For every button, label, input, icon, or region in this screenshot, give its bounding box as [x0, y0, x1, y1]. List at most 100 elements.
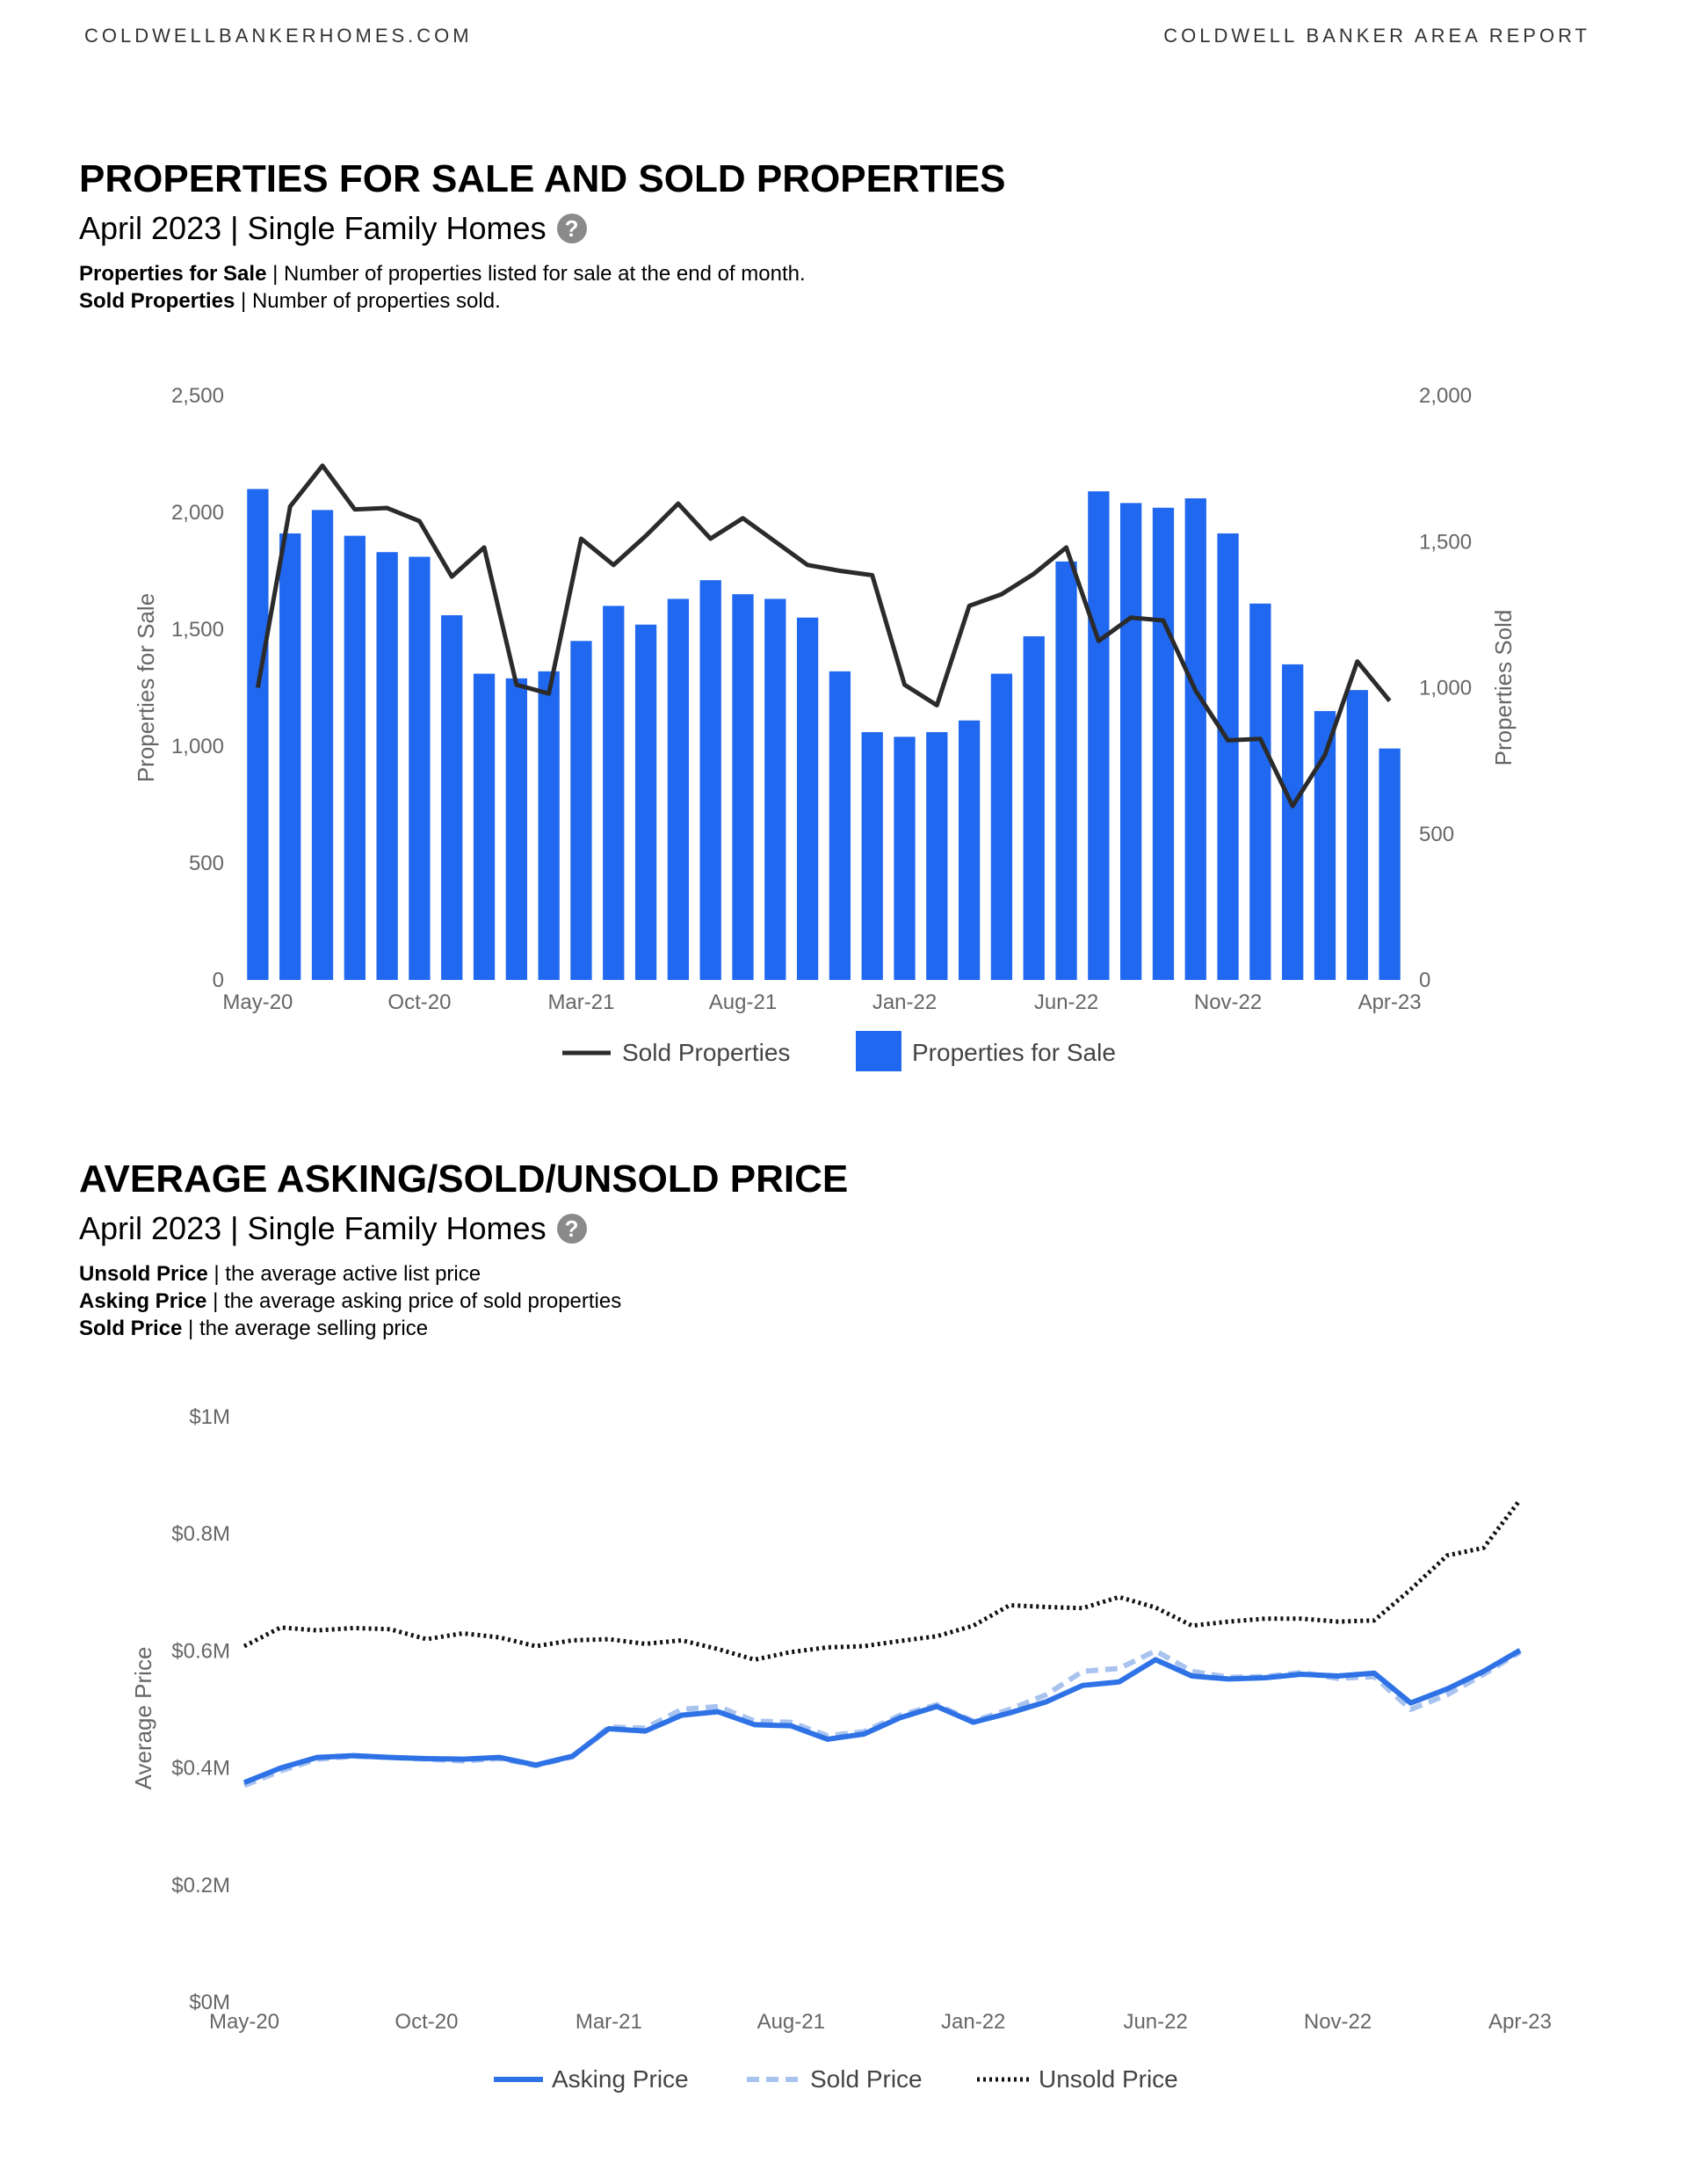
- line-asking-price: [243, 1648, 1522, 1786]
- section-subtitle: April 2023 | Single Family Homes ?: [79, 1209, 1573, 1247]
- site-url[interactable]: COLDWELLBANKERHOMES.COM: [84, 25, 473, 47]
- bar-properties-for-sale: [990, 673, 1013, 980]
- bar-properties-for-sale: [247, 489, 269, 980]
- line-sold-properties: [255, 463, 1392, 809]
- y2-tick-label: 1,000: [1419, 677, 1472, 700]
- x-tick-label: Aug-21: [709, 990, 777, 1014]
- x-tick-label: Mar-21: [547, 990, 614, 1014]
- legend-label: Sold Properties: [622, 1039, 790, 1066]
- y-tick-label: $0.2M: [171, 1874, 230, 1897]
- y-tick-label: 0: [213, 969, 224, 992]
- x-tick-label: Nov-22: [1304, 2010, 1372, 2034]
- legend-swatch-properties-for-sale: [856, 1031, 901, 1071]
- desc-text: | Number of properties listed for sale a…: [266, 261, 806, 286]
- bar-properties-for-sale: [1088, 491, 1110, 980]
- desc-text: | the average asking price of sold prope…: [206, 1288, 622, 1313]
- bar-properties-for-sale: [894, 736, 916, 980]
- y-tick-label: $1M: [189, 1405, 230, 1429]
- bar-properties-for-sale: [1282, 664, 1304, 980]
- section-description: Properties for Sale | Number of properti…: [79, 260, 1573, 315]
- desc-term: Properties for Sale: [79, 261, 267, 286]
- subtitle-text: April 2023 | Single Family Homes: [79, 1210, 547, 1247]
- bar-properties-for-sale: [667, 599, 690, 980]
- y-tick-label: $0.8M: [171, 1522, 230, 1546]
- legend-label: Unsold Price: [1039, 2065, 1178, 2093]
- bar-properties-for-sale: [603, 606, 625, 980]
- bar-properties-for-sale: [376, 552, 398, 980]
- bar-properties-for-sale: [311, 510, 334, 980]
- x-tick-label: Oct-20: [387, 990, 451, 1014]
- bar-properties-for-sale: [1217, 533, 1239, 980]
- report-title: COLDWELL BANKER AREA REPORT: [1163, 25, 1590, 47]
- help-icon[interactable]: ?: [556, 213, 587, 243]
- x-tick-label: Aug-21: [757, 2010, 825, 2034]
- y-axis-label: Average Price: [130, 1647, 156, 1790]
- bar-properties-for-sale: [473, 673, 496, 980]
- x-tick-label: Jan-22: [941, 2010, 1005, 2034]
- bar-properties-for-sale: [409, 556, 431, 980]
- desc-term: Asking Price: [79, 1288, 207, 1313]
- bar-properties-for-sale: [958, 720, 981, 980]
- bar-properties-for-sale: [344, 535, 366, 980]
- desc-line: Unsold Price | the average active list p…: [79, 1260, 1573, 1288]
- section-subtitle: April 2023 | Single Family Homes ?: [79, 209, 1573, 247]
- bar-properties-for-sale: [1346, 690, 1368, 980]
- y-tick-label: $0.6M: [171, 1639, 230, 1663]
- desc-term: Sold Properties: [79, 288, 235, 313]
- y-tick-label: 2,500: [171, 384, 224, 408]
- desc-text: | the average active list price: [207, 1261, 481, 1286]
- y-tick-label: 1,500: [171, 618, 224, 642]
- x-tick-label: May-20: [209, 2010, 279, 2034]
- bar-properties-for-sale: [829, 671, 851, 980]
- price-chart: $0M $0.2M $0.4M $0.6M $0.8M $1M Average Price M…: [130, 1405, 1552, 2093]
- bar-properties-for-sale: [279, 533, 301, 980]
- section-description: Unsold Price | the average active list p…: [79, 1260, 1573, 1342]
- bar-properties-for-sale: [570, 641, 592, 980]
- bar-properties-for-sale: [1249, 603, 1271, 980]
- bar-properties-for-sale: [441, 615, 463, 980]
- x-tick-label: Apr-23: [1358, 990, 1422, 1014]
- bar-properties-for-sale: [861, 732, 883, 980]
- bar-properties-for-sale: [1055, 561, 1077, 980]
- x-tick-label: May-20: [222, 990, 293, 1014]
- y-axis-label: Properties for Sale: [133, 593, 159, 782]
- y2-tick-label: 2,000: [1419, 384, 1472, 408]
- bar-properties-for-sale: [1023, 635, 1045, 980]
- help-icon[interactable]: ?: [556, 1213, 587, 1244]
- bar-properties-for-sale: [1379, 748, 1401, 980]
- x-tick-label: Oct-20: [395, 2010, 458, 2034]
- legend-label: Sold Price: [810, 2065, 923, 2093]
- bar-properties-for-sale: [505, 678, 527, 980]
- bar-properties-for-sale: [764, 599, 786, 980]
- bar-properties-for-sale: [634, 624, 657, 980]
- desc-line: Asking Price | the average asking price …: [79, 1288, 1573, 1315]
- x-tick-label: Nov-22: [1194, 990, 1262, 1014]
- bar-properties-for-sale: [1184, 498, 1206, 980]
- desc-term: Unsold Price: [79, 1261, 208, 1286]
- x-tick-label: Jan-22: [872, 990, 937, 1014]
- y-tick-label: $0.4M: [171, 1757, 230, 1781]
- y2-tick-label: 0: [1419, 969, 1430, 992]
- line-sold-price: [243, 1648, 1522, 1789]
- bar-properties-for-sale: [926, 732, 948, 980]
- section-title: AVERAGE ASKING/SOLD/UNSOLD PRICE: [79, 1157, 849, 1201]
- subtitle-text: April 2023 | Single Family Homes: [79, 210, 547, 247]
- desc-term: Sold Price: [79, 1316, 183, 1340]
- y2-tick-label: 500: [1419, 823, 1454, 846]
- x-tick-label: Mar-21: [576, 2010, 642, 2034]
- desc-line: Properties for Sale | Number of properti…: [79, 260, 1573, 287]
- line-unsold-price: [243, 1498, 1522, 1662]
- properties-chart: 0 500 1,000 1,500 2,000 2,500 0 500 1,000 1,500 2,…: [133, 384, 1517, 1071]
- desc-line: Sold Price | the average selling price: [79, 1315, 1573, 1342]
- y-tick-label: 1,000: [171, 735, 224, 758]
- y-tick-label: 2,000: [171, 501, 224, 525]
- bar-properties-for-sale: [699, 580, 721, 980]
- x-tick-label: Jun-22: [1034, 990, 1098, 1014]
- bar-properties-for-sale: [1152, 507, 1175, 980]
- bar-properties-for-sale: [538, 671, 560, 980]
- x-tick-label: Apr-23: [1488, 2010, 1552, 2034]
- legend-label: Properties for Sale: [912, 1039, 1116, 1066]
- y-tick-label: 500: [189, 852, 224, 875]
- section-properties: PROPERTIES FOR SALE AND SOLD PROPERTIES …: [79, 157, 1573, 315]
- desc-line: Sold Properties | Number of properties s…: [79, 287, 1573, 315]
